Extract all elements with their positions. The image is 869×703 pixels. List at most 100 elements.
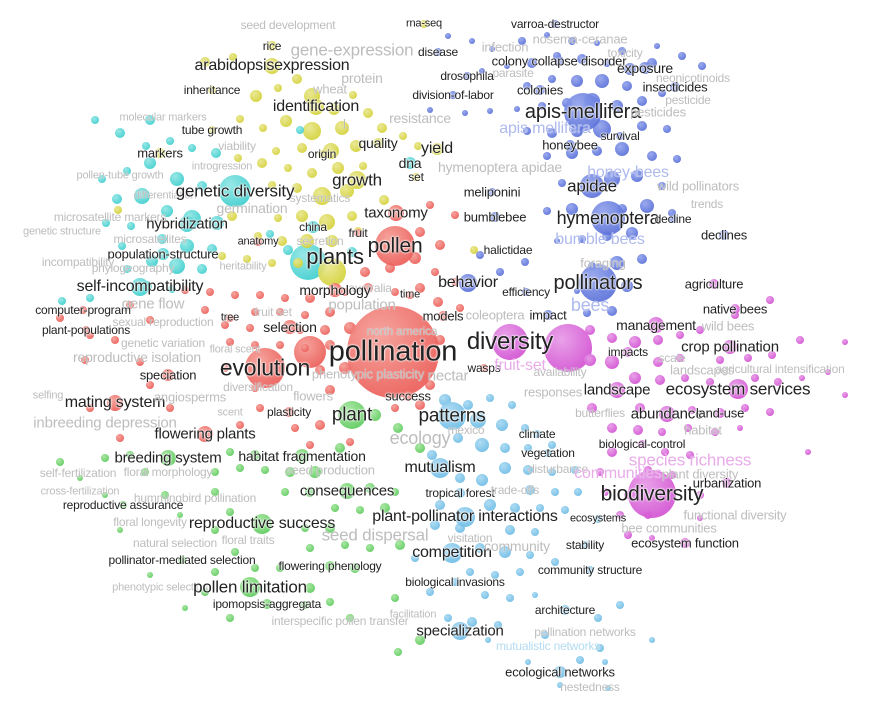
term-label[interactable]: honey-bees xyxy=(587,164,669,181)
term-label[interactable]: apis-mellifera xyxy=(524,101,642,123)
bg-node[interactable] xyxy=(688,406,696,414)
term-node[interactable] xyxy=(669,215,677,223)
term-label[interactable]: set xyxy=(408,170,424,184)
term-label[interactable]: tree xyxy=(220,311,240,324)
bg-node[interactable] xyxy=(594,614,602,622)
bg-node[interactable] xyxy=(541,631,549,639)
term-label[interactable]: agriculture xyxy=(684,276,744,292)
term-label[interactable]: pollen-tube growth xyxy=(76,169,164,182)
bg-node[interactable] xyxy=(274,214,282,222)
bg-node[interactable] xyxy=(649,535,655,541)
bg-node[interactable] xyxy=(181,286,189,294)
bg-node[interactable] xyxy=(510,503,520,513)
term-node[interactable] xyxy=(730,304,740,314)
bg-node[interactable] xyxy=(236,421,244,429)
term-label[interactable]: exposure xyxy=(617,60,673,76)
bg-node[interactable] xyxy=(595,74,609,88)
bg-node[interactable] xyxy=(637,121,647,131)
bg-node[interactable] xyxy=(566,203,578,215)
bg-node[interactable] xyxy=(525,485,535,495)
term-node[interactable] xyxy=(267,41,277,51)
bg-node[interactable] xyxy=(543,152,551,160)
bg-node[interactable] xyxy=(350,563,360,573)
bg-node[interactable] xyxy=(315,420,325,430)
term-node[interactable] xyxy=(586,566,594,574)
term-node[interactable] xyxy=(412,173,420,181)
bg-node[interactable] xyxy=(331,504,339,512)
term-node[interactable] xyxy=(339,483,355,499)
term-label[interactable]: halictidae xyxy=(483,243,533,257)
term-label[interactable]: genetic variation xyxy=(121,336,205,350)
bg-node[interactable] xyxy=(485,637,491,643)
bg-node[interactable] xyxy=(496,419,508,431)
bg-node[interactable] xyxy=(399,132,407,140)
term-node[interactable] xyxy=(438,402,466,430)
bg-node[interactable] xyxy=(602,231,612,241)
bg-node[interactable] xyxy=(234,154,242,162)
term-label[interactable]: ipomopsis-aggregata xyxy=(212,597,322,611)
term-label[interactable]: behavior xyxy=(438,274,498,291)
term-node[interactable] xyxy=(406,291,414,299)
bg-node[interactable] xyxy=(227,211,237,221)
bg-node[interactable] xyxy=(637,254,647,264)
term-label[interactable]: nectar xyxy=(427,367,469,385)
bg-node[interactable] xyxy=(246,324,254,332)
term-node[interactable] xyxy=(131,278,149,296)
bg-node[interactable] xyxy=(607,306,617,316)
term-node[interactable] xyxy=(79,306,87,314)
bg-node[interactable] xyxy=(366,544,374,552)
term-label[interactable]: secretion xyxy=(296,234,344,248)
bg-node[interactable] xyxy=(293,258,303,268)
bg-node[interactable] xyxy=(455,473,465,483)
bg-node[interactable] xyxy=(426,588,434,596)
term-label[interactable]: mutualism xyxy=(404,459,476,476)
term-label[interactable]: wild bees xyxy=(701,318,755,334)
bg-node[interactable] xyxy=(496,268,504,276)
term-label[interactable]: mutualistic networks xyxy=(495,639,601,653)
bg-node[interactable] xyxy=(221,321,229,329)
term-node[interactable] xyxy=(659,406,675,422)
term-label[interactable]: population xyxy=(328,296,396,314)
bg-node[interactable] xyxy=(566,147,578,159)
bg-node[interactable] xyxy=(637,96,647,106)
bg-node[interactable] xyxy=(177,512,183,518)
bg-node[interactable] xyxy=(500,443,510,453)
term-label[interactable]: efficiency xyxy=(502,285,550,299)
term-node[interactable] xyxy=(581,541,589,549)
bg-node[interactable] xyxy=(226,614,234,622)
bg-node[interactable] xyxy=(467,617,477,627)
term-label[interactable]: tropical forest xyxy=(425,486,495,500)
term-label[interactable]: phenotypic plasticity xyxy=(311,366,425,382)
term-label[interactable]: decline xyxy=(654,212,692,226)
bg-node[interactable] xyxy=(292,183,302,193)
bg-node[interactable] xyxy=(332,162,344,174)
term-label[interactable]: honeybee xyxy=(542,137,598,153)
term-label[interactable]: biological invasions xyxy=(405,575,505,589)
term-label[interactable]: microsatellites xyxy=(113,232,187,246)
term-label[interactable]: resistance xyxy=(389,110,451,126)
term-label[interactable]: breeding system xyxy=(114,449,222,467)
bg-node[interactable] xyxy=(259,124,267,132)
term-node[interactable] xyxy=(438,311,448,321)
term-label[interactable]: flowering phenology xyxy=(278,559,382,573)
bg-node[interactable] xyxy=(561,506,569,514)
bg-node[interactable] xyxy=(250,450,260,460)
bg-node[interactable] xyxy=(516,568,524,576)
bg-node[interactable] xyxy=(548,468,556,476)
term-label[interactable]: biological-control xyxy=(598,437,686,451)
term-label[interactable]: division-of-labor xyxy=(412,88,494,102)
bg-node[interactable] xyxy=(201,306,209,314)
bg-node[interactable] xyxy=(435,335,445,345)
term-label[interactable]: crop pollination xyxy=(681,338,779,356)
bg-node[interactable] xyxy=(197,264,207,274)
bg-node[interactable] xyxy=(607,423,617,433)
term-label[interactable]: responses xyxy=(523,384,583,400)
bg-node[interactable] xyxy=(532,592,538,598)
bg-node[interactable] xyxy=(766,296,774,304)
term-label[interactable]: flowering plants xyxy=(154,425,256,443)
bg-node[interactable] xyxy=(462,110,468,116)
term-node[interactable] xyxy=(160,450,176,466)
term-label[interactable]: viability xyxy=(218,139,256,153)
bg-node[interactable] xyxy=(475,438,489,452)
term-node[interactable] xyxy=(492,324,528,360)
